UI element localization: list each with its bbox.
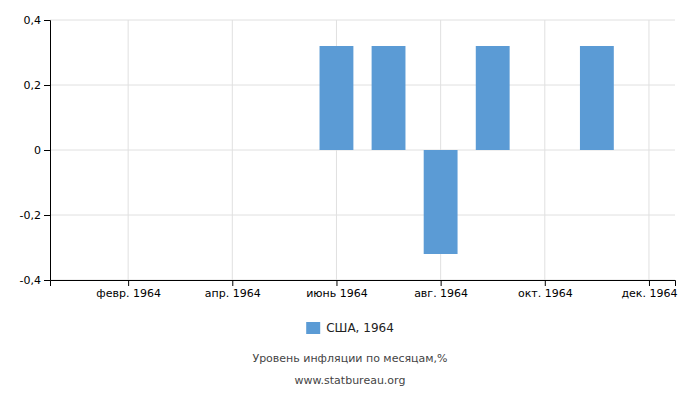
bar — [424, 150, 458, 254]
bar — [372, 46, 406, 150]
tick-mark — [44, 215, 50, 216]
tick-mark — [232, 280, 233, 286]
tick-label: дек. 1964 — [621, 287, 677, 300]
tick: -0,4 — [20, 274, 50, 287]
tick-label: -0,4 — [20, 274, 41, 287]
tick-label: авг. 1964 — [414, 287, 468, 300]
bar — [476, 46, 510, 150]
bar — [528, 150, 562, 151]
tick-label: апр. 1964 — [205, 287, 261, 300]
grid-line-x — [232, 20, 233, 280]
tick-label: февр. 1964 — [96, 287, 161, 300]
chart-svg: февр. 1964 апр. 1964 июнь 1964 авг. 1964 окт… — [0, 0, 700, 400]
grid-line-x — [128, 20, 129, 280]
axis-line — [44, 21, 51, 281]
bar — [215, 150, 249, 151]
tick: дек. 1964 — [621, 280, 677, 300]
bar — [111, 150, 145, 151]
legend: США, 1964 — [306, 321, 394, 335]
tick-mark — [545, 280, 546, 286]
tick: апр. 1964 — [205, 280, 261, 300]
tick-label: окт. 1964 — [518, 287, 573, 300]
tick: 0,2 — [24, 79, 51, 92]
tick-mark — [44, 280, 50, 281]
legend-item: США, 1964 — [306, 321, 394, 335]
tick-label: -0,2 — [20, 209, 41, 222]
bar — [59, 150, 93, 151]
tick-mark — [336, 280, 337, 286]
tick: февр. 1964 — [96, 280, 161, 300]
annotation: www.statbureau.org — [295, 374, 406, 387]
tick-label: 0,4 — [24, 14, 42, 27]
tick-mark — [128, 280, 129, 286]
grid-line-x — [544, 20, 545, 280]
tick: 0,4 — [24, 14, 51, 27]
grid-line-y — [50, 20, 675, 21]
tick-mark — [44, 150, 50, 151]
tick-label: 0 — [34, 144, 41, 157]
tick-mark — [441, 280, 442, 286]
bar — [267, 150, 301, 151]
tick: -0,2 — [20, 209, 50, 222]
tick: 0 — [34, 144, 50, 157]
bars — [320, 46, 614, 254]
bar — [320, 46, 354, 150]
annotation: Уровень инфляции по месяцам,% — [252, 352, 447, 365]
tick: окт. 1964 — [518, 280, 573, 300]
tick-mark — [649, 280, 650, 286]
grid-line-x — [648, 20, 649, 280]
tick-label: 0,2 — [24, 79, 42, 92]
bar — [580, 46, 614, 150]
axis-line — [51, 281, 676, 287]
legend-label: США, 1964 — [326, 321, 394, 335]
legend-swatch — [306, 322, 320, 334]
tick-label: июнь 1964 — [306, 287, 368, 300]
bar — [632, 150, 666, 151]
tick: авг. 1964 — [414, 280, 468, 300]
tick: июнь 1964 — [306, 280, 368, 300]
x-axis: февр. 1964 апр. 1964 июнь 1964 авг. 1964 окт… — [51, 280, 678, 300]
y-axis: -0,4 -0,2 0 0,2 0,4 — [20, 14, 51, 287]
grid-line-y — [50, 215, 675, 216]
tick-mark — [44, 85, 50, 86]
tick-mark — [44, 20, 50, 21]
grid — [50, 20, 675, 280]
plot-area: февр. 1964 апр. 1964 июнь 1964 авг. 1964 окт… — [20, 14, 678, 300]
bar — [163, 150, 197, 151]
